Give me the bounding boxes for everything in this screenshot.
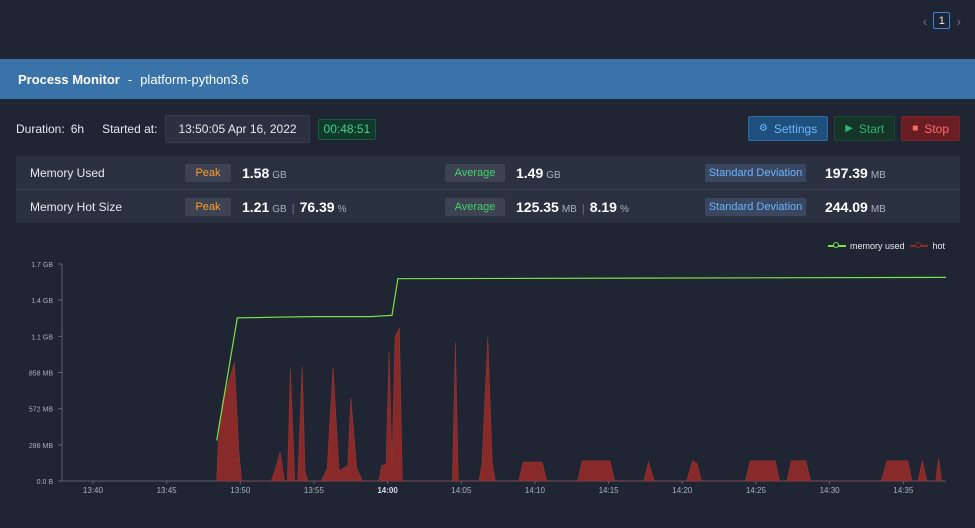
y-tick-label: 858 MB (29, 371, 53, 378)
y-tick-label: 1.1 GB (31, 334, 53, 341)
play-icon: ▶ (845, 123, 853, 134)
start-button[interactable]: ▶ Start (834, 116, 896, 141)
stop-button[interactable]: ■ Stop (901, 116, 960, 141)
average-badge: Average (445, 197, 505, 216)
started-label: Started at: (102, 122, 158, 136)
settings-label: Settings (773, 121, 818, 136)
peak-value: 1.21 GB | 76.39% (242, 198, 347, 215)
stats-row-memory-hot-size: Memory Hot Size Peak 1.21 GB | 76.39% Avera… (16, 190, 960, 223)
x-tick-label: 14:35 (893, 486, 914, 495)
legend-hot[interactable]: hot (910, 241, 945, 251)
next-page-icon[interactable]: › (956, 12, 961, 29)
stop-icon: ■ (912, 123, 919, 134)
gear-icon: ⚙ (758, 123, 768, 134)
hot-series-area (216, 327, 942, 482)
peak-value: 1.58 GB (242, 164, 287, 181)
stat-name: Memory Hot Size (30, 199, 123, 214)
stats-row-memory-used: Memory Used Peak 1.58 GB Average 1.49 GB S… (16, 156, 960, 190)
x-tick-label: 13:45 (157, 486, 178, 495)
x-tick-label: 14:25 (746, 486, 767, 495)
x-tick-label: 14:00 (377, 486, 398, 495)
x-tick-label: 13:55 (304, 486, 325, 495)
average-value: 1.49 GB (516, 164, 561, 181)
average-value: 125.35 MB | 8.19% (516, 198, 629, 215)
std-dev-value: 197.39 MB (825, 164, 886, 181)
average-badge: Average (445, 163, 505, 182)
y-tick-label: 1.4 GB (31, 298, 53, 305)
std-dev-badge: Standard Deviation (705, 163, 806, 182)
pagination: ‹ 1 › (923, 12, 961, 29)
legend-label: memory used (849, 241, 905, 251)
x-tick-label: 14:30 (820, 486, 841, 495)
x-tick-label: 13:40 (83, 486, 104, 495)
peak-badge: Peak (185, 163, 231, 182)
started-value: 13:50:05 Apr 16, 2022 (165, 115, 310, 143)
stop-label: Stop (924, 121, 949, 136)
prev-page-icon[interactable]: ‹ (922, 12, 928, 29)
y-tick-label: 286 MB (29, 443, 53, 450)
y-tick-label: 572 MB (29, 407, 53, 414)
peak-badge: Peak (185, 197, 231, 216)
duration-label: Duration: (16, 122, 65, 136)
session-info: Duration: 6h Started at: 13:50:05 Apr 16… (16, 115, 377, 143)
elapsed-timer: 00:48:51 (317, 118, 377, 140)
legend-memory-used[interactable]: memory used (827, 241, 905, 251)
chart-legend: memory used hot (827, 241, 945, 251)
y-tick-label: 0.0 B (37, 479, 54, 486)
settings-button[interactable]: ⚙ Settings (747, 116, 829, 141)
memory-chart: 0.0 B 286 MB 572 MB 858 MB 1.1 GB 1.4 GB 1.7 G… (29, 262, 947, 495)
x-tick-label: 13:50 (230, 486, 251, 495)
start-label: Start (858, 121, 885, 136)
y-tick-label: 1.7 GB (31, 262, 53, 269)
memory-used-series-line (216, 276, 947, 441)
stat-name: Memory Used (30, 165, 105, 180)
title-separator: - (127, 71, 133, 87)
panel-title: Process Monitor (18, 71, 120, 87)
panel-header: Process Monitor - platform-python3.6 (0, 59, 975, 99)
std-dev-value: 244.09 MB (825, 198, 886, 215)
control-buttons: ⚙ Settings ▶ Start ■ Stop (747, 116, 960, 141)
duration-value: 6h (70, 122, 85, 136)
x-tick-label: 14:20 (672, 486, 693, 495)
x-tick-label: 14:10 (525, 486, 546, 495)
std-dev-badge: Standard Deviation (705, 197, 806, 216)
stats-table: Memory Used Peak 1.58 GB Average 1.49 GB S… (16, 156, 960, 223)
x-tick-label: 14:05 (451, 486, 472, 495)
legend-label: hot (932, 241, 945, 251)
current-page[interactable]: 1 (933, 12, 951, 29)
x-tick-label: 14:15 (599, 486, 620, 495)
process-name: platform-python3.6 (140, 71, 249, 87)
